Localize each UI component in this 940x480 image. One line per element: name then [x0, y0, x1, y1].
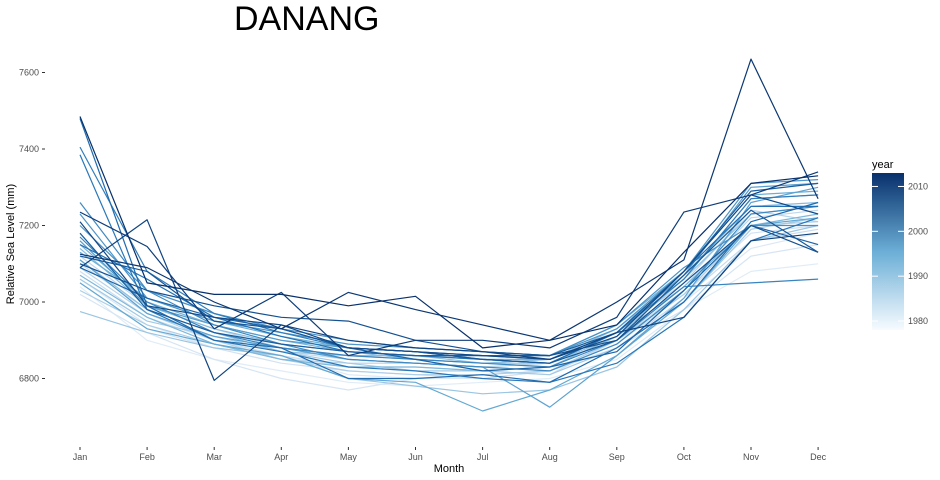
legend-ticks: 1980 1990 2000 2010 [872, 181, 928, 326]
series-line-2011 [79, 171, 819, 357]
y-tick-label: 6800 [19, 374, 39, 384]
chart-title: DANANG [234, 0, 379, 38]
legend-title: year [872, 159, 894, 171]
series-line-1996 [79, 182, 819, 360]
series-line-1979 [79, 232, 819, 380]
x-tick-label: Aug [542, 452, 558, 462]
y-tick-label: 7000 [19, 297, 39, 307]
legend: year 1980 1990 2000 2010 [872, 159, 928, 330]
legend-tick-label: 1980 [908, 316, 928, 326]
series-line-1988 [79, 224, 819, 395]
series-line-2005 [79, 224, 819, 372]
x-tick-label: Jul [477, 452, 489, 462]
legend-tick-label: 2010 [908, 181, 928, 191]
x-tick-label: Jan [73, 452, 88, 462]
x-tick-label: Sep [609, 452, 625, 462]
series-lines [79, 58, 819, 412]
legend-tick-label: 2000 [908, 226, 928, 236]
x-axis-title: Month [434, 463, 465, 475]
series-line-1994 [79, 217, 819, 412]
series-line-1991 [79, 213, 819, 372]
series-line-2012 [79, 58, 819, 341]
legend-tick-label: 1990 [908, 271, 928, 281]
series-line-2008 [79, 224, 819, 357]
series-line-2013 [79, 116, 819, 349]
y-tick-label: 7200 [19, 221, 39, 231]
x-tick-label: Jun [408, 452, 423, 462]
series-line-2000 [79, 236, 819, 368]
x-tick-label: Apr [274, 452, 288, 462]
x-tick-label: Nov [743, 452, 760, 462]
series-line-2007 [79, 209, 819, 364]
y-axis-title: Relative Sea Level (mm) [5, 184, 17, 304]
series-line-1978 [79, 263, 819, 387]
x-tick-label: Feb [139, 452, 155, 462]
series-line-2010 [79, 219, 819, 381]
series-line-2003 [79, 205, 819, 364]
y-tick-label: 7600 [19, 68, 39, 78]
series-line-1985 [79, 209, 819, 368]
series-line-2004 [79, 118, 819, 383]
x-tick-label: Dec [810, 452, 827, 462]
x-tick-label: May [340, 452, 358, 462]
y-axis: 6800 7000 7200 7400 7600 [19, 68, 45, 384]
series-line-1984 [79, 209, 819, 368]
x-tick-label: Mar [206, 452, 222, 462]
y-tick-label: 7400 [19, 144, 39, 154]
x-tick-label: Oct [677, 452, 692, 462]
legend-colorbar [872, 173, 904, 330]
x-axis: Jan Feb Mar Apr May Jun Jul Aug Sep Oct Nov Dec [73, 447, 827, 462]
